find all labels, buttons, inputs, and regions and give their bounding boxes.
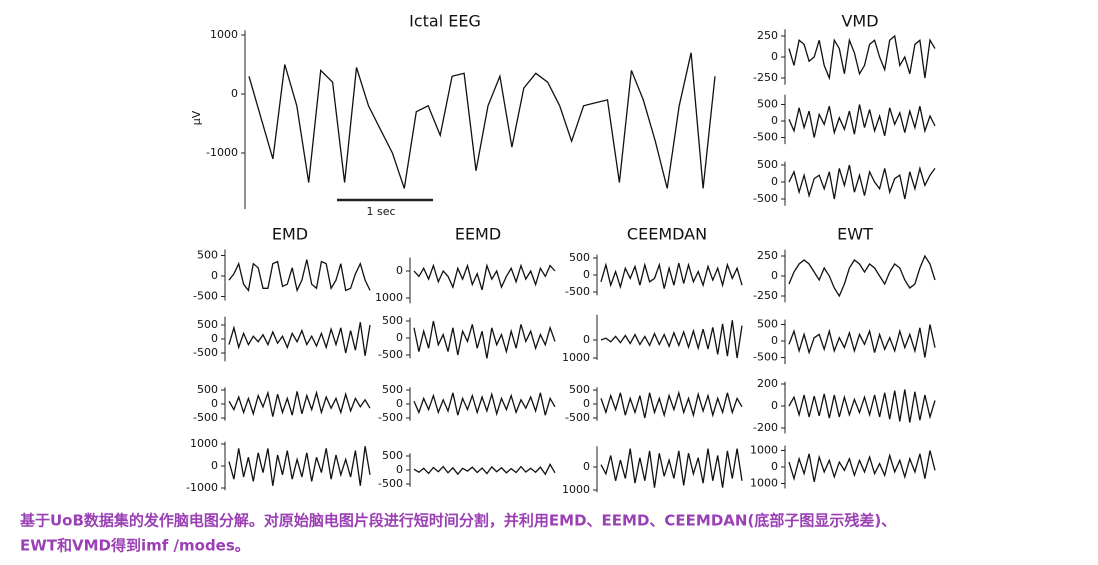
trace <box>413 320 556 359</box>
y-tick-label: 0 <box>211 397 218 410</box>
y-tick-label: 0 <box>771 50 778 63</box>
panel-title: VMD <box>841 12 878 31</box>
y-tick-label: 0 <box>396 463 403 476</box>
panel-title: EWT <box>837 225 873 244</box>
y-tick-label: -500 <box>378 348 403 361</box>
y-tick-label: 0 <box>396 331 403 344</box>
trace <box>228 390 371 417</box>
y-tick-label: 0 <box>771 399 778 412</box>
y-tick-label: -200 <box>753 421 778 434</box>
trace <box>413 463 556 476</box>
trace <box>788 254 936 298</box>
y-tick-label: 0 <box>583 268 590 281</box>
y-tick-label: -500 <box>378 477 403 490</box>
y-tick-label: -500 <box>565 411 590 424</box>
y-tick-label: 250 <box>757 29 778 42</box>
y-tick-label: 1000 <box>562 483 590 496</box>
caption: 基于UoB数据集的发作脑电图分解。对原始脑电图片段进行短时间分割，并利用EMD、… <box>19 512 896 530</box>
y-tick-label: -500 <box>193 346 218 359</box>
panel-title: EMD <box>272 225 308 244</box>
y-tick-label: -1000 <box>186 481 218 494</box>
trace <box>600 390 743 419</box>
y-tick-label: 500 <box>382 449 403 462</box>
y-tick-label: -250 <box>753 289 778 302</box>
y-tick-label: 0 <box>583 397 590 410</box>
trace <box>413 391 556 417</box>
y-tick-label: 1000 <box>562 351 590 364</box>
y-tick-label: -500 <box>193 411 218 424</box>
trace <box>600 448 743 488</box>
y-tick-label: 0 <box>771 460 778 473</box>
y-tick-label: -500 <box>193 290 218 303</box>
trace <box>248 52 716 189</box>
y-tick-label: 0 <box>211 269 218 282</box>
trace <box>788 34 936 81</box>
y-tick-label: 1000 <box>190 437 218 450</box>
y-tick-label: 0 <box>583 333 590 346</box>
caption: EWT和VMD得到imf /modes。 <box>20 537 250 555</box>
y-tick-label: 1000 <box>750 477 778 490</box>
y-tick-label: 1000 <box>210 28 238 41</box>
trace <box>600 320 743 359</box>
y-tick-label: 0 <box>771 175 778 188</box>
trace <box>788 324 936 358</box>
y-tick-label: 500 <box>197 318 218 331</box>
trace <box>788 450 936 483</box>
y-tick-label: 500 <box>757 158 778 171</box>
trace <box>788 389 936 423</box>
y-tick-label: 500 <box>569 383 590 396</box>
y-label: µV <box>190 110 203 125</box>
trace <box>228 322 371 356</box>
trace <box>788 104 936 138</box>
y-tick-label: -250 <box>753 71 778 84</box>
y-tick-label: 1000 <box>750 444 778 457</box>
y-tick-label: 500 <box>197 383 218 396</box>
y-tick-label: 0 <box>396 397 403 410</box>
main-title: Ictal EEG <box>409 12 481 31</box>
y-tick-label: 0 <box>211 332 218 345</box>
trace <box>788 164 936 200</box>
y-tick-label: 0 <box>211 459 218 472</box>
y-tick-label: -1000 <box>206 146 238 159</box>
y-tick-label: 500 <box>757 98 778 111</box>
y-tick-label: 250 <box>757 249 778 262</box>
y-tick-label: 0 <box>231 87 238 100</box>
trace <box>228 446 371 486</box>
y-tick-label: -500 <box>378 411 403 424</box>
y-tick-label: 1000 <box>375 291 403 304</box>
panel-title: EEMD <box>455 225 501 244</box>
trace <box>600 262 743 290</box>
y-tick-label: 500 <box>382 383 403 396</box>
y-tick-label: 500 <box>757 318 778 331</box>
panel-title: CEEMDAN <box>627 225 707 244</box>
y-tick-label: 0 <box>396 264 403 277</box>
y-tick-label: -500 <box>565 285 590 298</box>
scale-bar-label: 1 sec <box>366 205 395 218</box>
y-tick-label: 500 <box>569 251 590 264</box>
y-tick-label: 0 <box>771 334 778 347</box>
trace <box>228 259 371 293</box>
y-tick-label: 500 <box>382 314 403 327</box>
y-tick-label: 500 <box>197 249 218 262</box>
y-tick-label: 200 <box>757 377 778 390</box>
y-tick-label: 0 <box>771 269 778 282</box>
trace <box>413 263 556 291</box>
y-tick-label: -500 <box>753 192 778 205</box>
y-tick-label: 0 <box>771 114 778 127</box>
y-tick-label: 0 <box>583 460 590 473</box>
y-tick-label: -500 <box>753 131 778 144</box>
y-tick-label: -500 <box>753 351 778 364</box>
